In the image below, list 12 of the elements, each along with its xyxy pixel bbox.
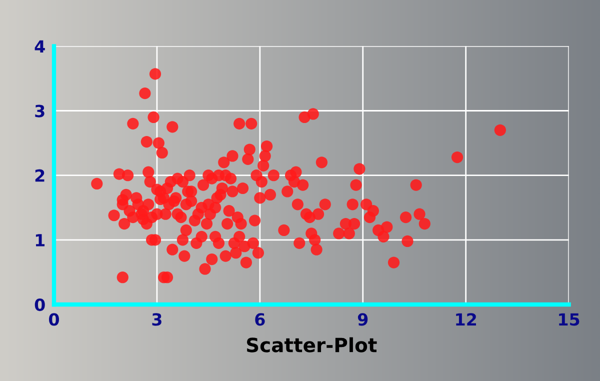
y-tick-label: 4 <box>34 40 45 53</box>
x-tick-label: 15 <box>559 313 580 326</box>
x-axis-title: Scatter-Plot <box>246 337 377 352</box>
x-tick-label: 0 <box>49 313 59 326</box>
y-tick-label: 0 <box>34 298 45 312</box>
x-tick-label: 9 <box>358 313 368 326</box>
x-tick-label: 6 <box>255 313 265 326</box>
y-tick-label: 3 <box>35 104 44 118</box>
x-tick-label: 3 <box>152 313 162 326</box>
y-tick-label: 2 <box>35 169 44 182</box>
y-tick-label: 1 <box>36 234 45 246</box>
x-tick-label: 12 <box>456 313 476 326</box>
